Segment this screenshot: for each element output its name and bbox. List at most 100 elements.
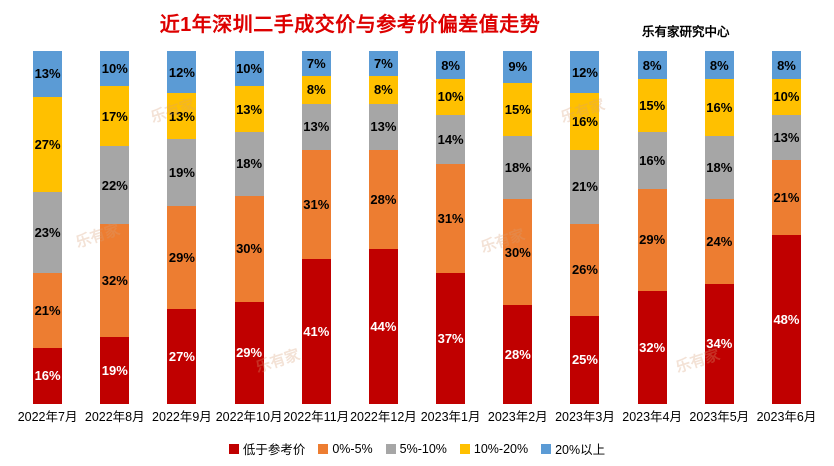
bar-segment: 27% [167,308,197,404]
bar-value-label: 13% [168,108,195,124]
bar-column: 44% 28% 13% 8% 7% [350,51,417,404]
bar-segment: 13% [33,51,63,97]
bar-segment: 13% [167,93,197,140]
bar-segment: 16% [637,132,667,189]
bar-value-label: 27% [168,348,195,364]
bar-segment: 48% [771,234,801,404]
bar-segment: 27% [33,96,63,193]
bar-segment: 28% [368,149,398,249]
legend-label: 10%-20% [473,441,529,456]
bar-segment: 12% [167,51,197,94]
x-axis-label: 2023年1月 [420,410,481,424]
stacked-bar: 19% 32% 22% 17% 10% [100,51,130,404]
bar-value-label: 18% [504,160,531,176]
bar-segment: 23% [33,192,63,274]
x-axis-label: 2023年2月 [487,410,548,424]
bar-value-label: 21% [773,190,800,205]
plot-area: 16% 21% 23% 27% 13% 19% 32% 22% 17% 10% 27% 29% 19% 1… [14,51,820,404]
bar-value-label: 21% [571,179,598,195]
bar-value-label: 23% [34,225,61,241]
legend-item: 20%以上 [541,439,605,458]
bar-value-label: 41% [303,324,330,340]
x-axis: 2022年7月 2022年8月 2022年9月 2022年10月 2022年11月 202… [14,406,820,425]
bar-column: 48% 21% 13% 10% 8% [753,51,820,404]
bar-value-label: 10% [773,89,800,105]
bar-column: 19% 32% 22% 17% 10% [81,51,148,404]
bar-value-label: 15% [639,98,666,114]
bar-segment: 9% [503,51,533,83]
bar-segment: 8% [301,75,331,104]
legend: 低于参考价 0%-5% 5%-10% 10%-20% 20%以上 [0,439,834,458]
bar-segment: 22% [100,146,130,224]
bar-segment: 8% [637,51,667,80]
bar-value-label: 7% [306,55,326,71]
bar-value-label: 18% [236,156,263,172]
bar-value-label: 16% [639,152,666,168]
bar-segment: 28% [503,305,533,404]
bar-value-label: 9% [508,59,528,75]
bar-segment: 25% [570,315,600,404]
bar-segment: 24% [704,199,734,284]
bar-value-label: 26% [571,262,598,278]
bar-segment: 15% [503,82,533,136]
stacked-bar: 48% 21% 13% 10% 8% [771,51,801,404]
stacked-bar: 25% 26% 21% 16% 12% [570,51,600,404]
bar-segment: 17% [100,86,130,147]
bar-value-label: 32% [639,340,666,356]
bar-value-label: 10% [101,61,128,77]
bar-segment: 13% [771,114,801,161]
bar-value-label: 8% [374,82,393,98]
bar-segment: 13% [368,103,398,150]
bar-segment: 18% [234,132,264,196]
bar-value-label: 24% [706,234,733,250]
bar-value-label: 12% [571,64,598,80]
bar-segment: 8% [436,51,466,80]
legend-item: 0%-5% [318,442,373,456]
bar-segment: 29% [637,188,667,292]
bar-segment: 21% [570,149,600,224]
legend-label: 低于参考价 [242,443,306,457]
legend-swatch-icon [318,443,329,454]
bar-segment: 26% [570,223,600,316]
bar-value-label: 17% [101,108,128,124]
bar-value-label: 16% [571,114,598,130]
bar-column: 34% 24% 18% 16% 8% [686,51,753,404]
bar-value-label: 22% [101,177,128,193]
bar-segment: 19% [167,139,197,207]
bar-segment: 7% [301,51,331,76]
bar-segment: 10% [771,79,801,115]
bar-segment: 34% [704,283,734,404]
stacked-bar: 41% 31% 13% 8% 7% [301,51,331,404]
bar-value-label: 29% [168,250,195,266]
bar-segment: 13% [234,86,264,133]
bar-segment: 16% [570,93,600,150]
bar-segment: 16% [33,347,63,404]
legend-item: 低于参考价 [228,439,306,458]
bar-value-label: 13% [370,119,397,135]
bar-value-label: 21% [34,302,61,318]
bar-value-label: 37% [437,331,464,347]
x-axis-label: 2023年5月 [689,410,750,424]
bar-value-label: 31% [303,197,330,213]
bar-segment: 31% [436,163,466,274]
bar-segment: 32% [100,223,130,337]
legend-swatch-icon [385,443,396,454]
bar-value-label: 34% [706,336,733,352]
x-axis-label: 2022年9月 [152,410,212,424]
bar-segment: 44% [368,248,398,404]
chart-title: 近1年深圳二手成交价与参考价偏差值走势 [159,14,541,36]
bar-value-label: 12% [168,64,195,80]
stacked-bar: 34% 24% 18% 16% 8% [704,51,734,404]
bar-segment: 12% [570,51,600,94]
bar-value-label: 44% [370,318,397,334]
bar-value-label: 15% [504,101,531,117]
x-axis-label: 2022年11月 [283,410,350,424]
stacked-bar: 37% 31% 14% 10% 8% [436,51,466,404]
legend-swatch-icon [459,443,470,454]
bar-segment: 14% [436,114,466,164]
bar-value-label: 25% [571,352,598,368]
bar-value-label: 13% [303,119,330,135]
bar-segment: 15% [637,79,667,133]
legend-label: 5%-10% [399,441,447,456]
